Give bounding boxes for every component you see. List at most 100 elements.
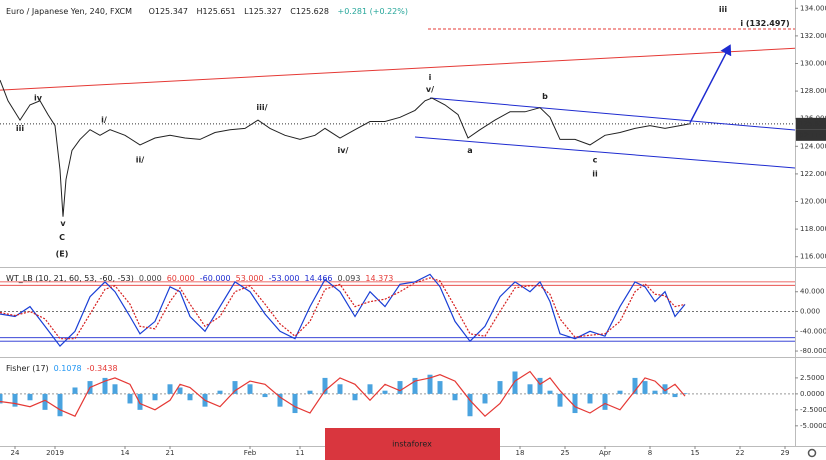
histogram-bar <box>482 393 488 404</box>
x-tick-label: 15 <box>691 449 700 457</box>
histogram-bar <box>642 381 648 394</box>
histogram-bar <box>127 393 133 404</box>
y-tick-label: 118.000 <box>800 225 826 233</box>
wave-label: i/ <box>101 116 107 125</box>
wave-label: v <box>60 219 66 228</box>
histogram-bar <box>382 390 388 394</box>
x-tick-label: 25 <box>561 449 570 457</box>
price-line <box>0 79 691 217</box>
histogram-bar <box>352 393 358 401</box>
histogram-bar <box>187 393 193 401</box>
histogram-bar <box>602 393 608 410</box>
level-value: -60.000 <box>200 274 231 283</box>
wave-label: c <box>593 156 598 165</box>
histogram-bar <box>497 381 503 394</box>
x-tick-label: 29 <box>781 449 790 457</box>
histogram-bar <box>397 381 403 394</box>
histogram-bar <box>102 377 108 394</box>
histogram-bar <box>437 381 443 394</box>
histogram-bar <box>617 390 623 394</box>
histogram-bar <box>452 393 458 401</box>
x-tick-label: Apr <box>599 449 611 457</box>
indicator-line <box>0 277 686 340</box>
wave-label: v/ <box>426 85 434 94</box>
wave-label: ii <box>592 169 598 178</box>
histogram-bar <box>587 393 593 404</box>
level-value: 0.000 <box>139 274 162 283</box>
histogram-bar <box>27 393 33 401</box>
histogram-bar <box>177 387 183 394</box>
x-tick-label: 8 <box>648 449 652 457</box>
x-tick-label: 21 <box>166 449 175 457</box>
histogram-bar <box>262 393 268 398</box>
watermark-box <box>325 428 500 460</box>
wave-label: ii/ <box>136 156 144 165</box>
last-price-label: 125.628 <box>799 120 826 128</box>
histogram-bar <box>72 387 78 394</box>
countdown: 02:11:19 <box>799 131 826 139</box>
settings-icon[interactable] <box>807 448 817 458</box>
histogram-bar <box>652 390 658 394</box>
histogram-bar <box>307 390 313 394</box>
histogram-bar <box>547 390 553 394</box>
histogram-bar <box>412 377 418 394</box>
indicator-line <box>0 370 686 418</box>
indicator-line <box>0 273 686 348</box>
wave-label: i <box>429 73 432 82</box>
histogram-bar <box>42 393 48 410</box>
histogram-bar <box>137 393 143 410</box>
y-tick-label: -40.000 <box>800 327 826 335</box>
histogram-bar <box>467 393 473 417</box>
histogram-bar <box>217 390 223 394</box>
x-tick-label: 14 <box>121 449 130 457</box>
wave-label: a <box>467 146 472 155</box>
histogram-bar <box>57 393 63 417</box>
histogram-bar <box>337 384 343 394</box>
histogram-bar <box>167 384 173 394</box>
change: +0.281 (+0.22%) <box>337 7 408 16</box>
symbol-title: Euro / Japanese Yen, 240, FXCM <box>6 7 132 16</box>
histogram-bar <box>572 393 578 414</box>
level-value: -53.000 <box>269 274 300 283</box>
level-value: 53.000 <box>236 274 264 283</box>
level-value: 60.000 <box>167 274 195 283</box>
y-tick-label: 130.000 <box>800 59 826 67</box>
histogram-bar <box>322 377 328 394</box>
wave-label: iv/ <box>338 146 349 155</box>
histogram-bar <box>537 377 543 394</box>
indicator-title: WT_LB (10, 21, 60, 53, -60, -53) <box>6 274 134 283</box>
y-tick-label: 0.0000 <box>800 390 825 398</box>
header: Euro / Japanese Yen, 240, FXCM O125.347 … <box>6 7 408 16</box>
open: O125.347 <box>149 7 188 16</box>
histogram-bar <box>527 384 533 394</box>
histogram-bar <box>682 393 688 394</box>
histogram-bar <box>232 381 238 394</box>
close: C125.628 <box>290 7 329 16</box>
y-tick-label: 132.000 <box>800 32 826 40</box>
y-tick-label: -2.5000 <box>800 406 826 414</box>
wave-label: i (132.497) <box>740 19 789 28</box>
histogram-bar <box>247 384 253 394</box>
histogram-bar <box>427 374 433 394</box>
histogram-bar <box>632 377 638 394</box>
reading-value: 14.373 <box>365 274 393 283</box>
histogram-bar <box>12 393 18 407</box>
histogram-bar <box>0 393 3 404</box>
wave-label: b <box>542 92 548 101</box>
wave-label: iii <box>719 5 727 14</box>
x-tick-label: 24 <box>11 449 20 457</box>
y-tick-label: 124.000 <box>800 142 826 150</box>
reading-value: 14.466 <box>305 274 333 283</box>
y-tick-label: 116.000 <box>800 253 826 261</box>
low: L125.327 <box>244 7 282 16</box>
indicator-title: Fisher (17) <box>6 364 49 373</box>
y-tick-label: 134.000 <box>800 4 826 12</box>
last-price-box <box>796 117 826 130</box>
y-tick-label: -80.000 <box>800 347 826 355</box>
high: H125.651 <box>197 7 236 16</box>
trend-line <box>0 47 796 91</box>
reading-value: -0.3438 <box>87 364 118 373</box>
wave-label: (E) <box>56 249 69 258</box>
histogram-bar <box>112 384 118 394</box>
y-tick-label: 2.5000 <box>800 374 825 382</box>
